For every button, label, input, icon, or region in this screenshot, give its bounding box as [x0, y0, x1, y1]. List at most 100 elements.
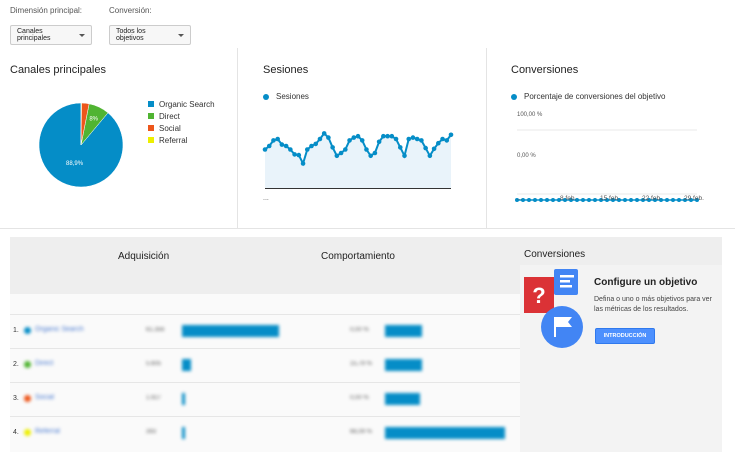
channel-color-dot: [24, 327, 31, 334]
conversions-point[interactable]: [569, 198, 573, 202]
sessions-point[interactable]: [393, 136, 399, 142]
sessions-point[interactable]: [359, 138, 365, 143]
sessions-point[interactable]: [326, 135, 331, 140]
conversions-point[interactable]: [533, 198, 537, 202]
conversions-point[interactable]: [635, 198, 639, 202]
channel-name-link[interactable]: Referral: [35, 428, 60, 435]
channel-name-link[interactable]: Organic Search: [35, 326, 84, 333]
sessions-point[interactable]: [389, 133, 395, 139]
conversions-point[interactable]: [539, 198, 543, 202]
sessions-point[interactable]: [368, 153, 373, 159]
sessions-point[interactable]: [275, 136, 280, 142]
sessions-point[interactable]: [372, 150, 378, 156]
sessions-point[interactable]: [402, 153, 407, 159]
sessions-point[interactable]: [431, 146, 437, 152]
conversions-point[interactable]: [575, 198, 579, 202]
conversions-point[interactable]: [587, 198, 591, 202]
conversions-point[interactable]: [557, 198, 561, 202]
conversions-point[interactable]: [527, 198, 531, 202]
sessions-point[interactable]: [288, 147, 293, 152]
sessions-point[interactable]: [419, 138, 424, 143]
conversions-point[interactable]: [683, 198, 687, 202]
sessions-point[interactable]: [436, 140, 441, 146]
table-row[interactable]: 3. Social 1.927 0,00 %: [10, 382, 520, 416]
sessions-point[interactable]: [283, 143, 289, 149]
sessions-series-label: Sesiones: [276, 92, 309, 101]
sessions-point[interactable]: [440, 136, 445, 142]
sessions-point[interactable]: [427, 153, 433, 159]
conversions-point[interactable]: [665, 198, 669, 202]
sessions-point[interactable]: [406, 136, 412, 142]
sessions-point[interactable]: [292, 152, 297, 157]
legend-item-organic-search[interactable]: Organic Search: [148, 98, 215, 110]
sessions-point[interactable]: [351, 135, 357, 140]
sessions-point[interactable]: [410, 135, 416, 140]
sessions-point[interactable]: [313, 141, 319, 147]
conversions-point[interactable]: [641, 198, 645, 202]
sessions-point[interactable]: [414, 136, 420, 142]
sessions-point[interactable]: [300, 161, 306, 166]
conversions-point[interactable]: [515, 198, 519, 202]
chevron-down-icon: [178, 33, 184, 37]
legend-swatch: [148, 101, 154, 107]
legend-item-referral[interactable]: Referral: [148, 134, 215, 146]
sessions-point[interactable]: [279, 142, 285, 147]
sessions-point[interactable]: [309, 143, 314, 149]
row-number: 3.: [13, 395, 19, 402]
pie-slice-referral[interactable]: [80, 102, 82, 146]
conversions-point[interactable]: [563, 198, 567, 202]
conversion-dropdown[interactable]: Todos los objetivos: [109, 25, 191, 45]
sessions-point[interactable]: [343, 147, 348, 152]
conversions-point[interactable]: [599, 198, 603, 202]
conversions-point[interactable]: [677, 198, 681, 202]
sessions-point[interactable]: [321, 131, 327, 136]
legend-item-direct[interactable]: Direct: [148, 110, 215, 122]
table-row[interactable]: 1. Organic Search 61.356 0,00 %: [10, 314, 520, 348]
sessions-point[interactable]: [423, 145, 428, 151]
table-row[interactable]: 2. Direct 5.605 15,79 %: [10, 348, 520, 382]
conversions-point[interactable]: [545, 198, 549, 202]
sessions-point[interactable]: [304, 147, 310, 152]
conversions-point[interactable]: [671, 198, 675, 202]
sessions-point[interactable]: [448, 132, 454, 138]
channel-name-link[interactable]: Direct: [35, 360, 54, 367]
dimension-dropdown[interactable]: Canales principales: [10, 25, 92, 45]
sessions-point[interactable]: [397, 145, 403, 150]
sessions-point[interactable]: [347, 138, 352, 143]
conversions-point[interactable]: [623, 198, 627, 202]
table-row[interactable]: 4. Referral 393 66,09 %: [10, 416, 520, 450]
conversions-point[interactable]: [611, 198, 615, 202]
sessions-point[interactable]: [296, 152, 302, 158]
sessions-point[interactable]: [381, 133, 386, 139]
legend-swatch: [148, 125, 154, 131]
sessions-point[interactable]: [271, 138, 276, 143]
conversions-point[interactable]: [689, 198, 693, 202]
conversions-point[interactable]: [617, 198, 621, 202]
channel-name-link[interactable]: Social: [35, 394, 55, 401]
conversions-point[interactable]: [605, 198, 609, 202]
introduction-button[interactable]: INTRODUCCIÓN: [595, 328, 655, 344]
sessions-point[interactable]: [266, 143, 272, 149]
conversions-point[interactable]: [581, 198, 585, 202]
conversions-point[interactable]: [551, 198, 555, 202]
channels-title: Canales principales: [10, 64, 106, 76]
conversions-point[interactable]: [659, 198, 663, 202]
conversions-point[interactable]: [647, 198, 651, 202]
sessions-point[interactable]: [444, 138, 450, 143]
sessions-point[interactable]: [334, 153, 340, 159]
conversions-point[interactable]: [629, 198, 633, 202]
conversions-point[interactable]: [593, 198, 597, 202]
sessions-point[interactable]: [317, 136, 323, 142]
conversions-point[interactable]: [695, 198, 699, 202]
legend-item-social[interactable]: Social: [148, 122, 215, 134]
conversions-point[interactable]: [653, 198, 657, 202]
sessions-point[interactable]: [262, 147, 268, 152]
conversions-point[interactable]: [521, 198, 525, 202]
sessions-point[interactable]: [376, 139, 382, 145]
sessions-point[interactable]: [338, 150, 344, 156]
sessions-point[interactable]: [330, 145, 335, 150]
sessions-point[interactable]: [385, 133, 390, 139]
conversion-value: Todos los objetivos: [116, 28, 146, 42]
sessions-point[interactable]: [355, 133, 361, 139]
sessions-point[interactable]: [364, 147, 369, 152]
